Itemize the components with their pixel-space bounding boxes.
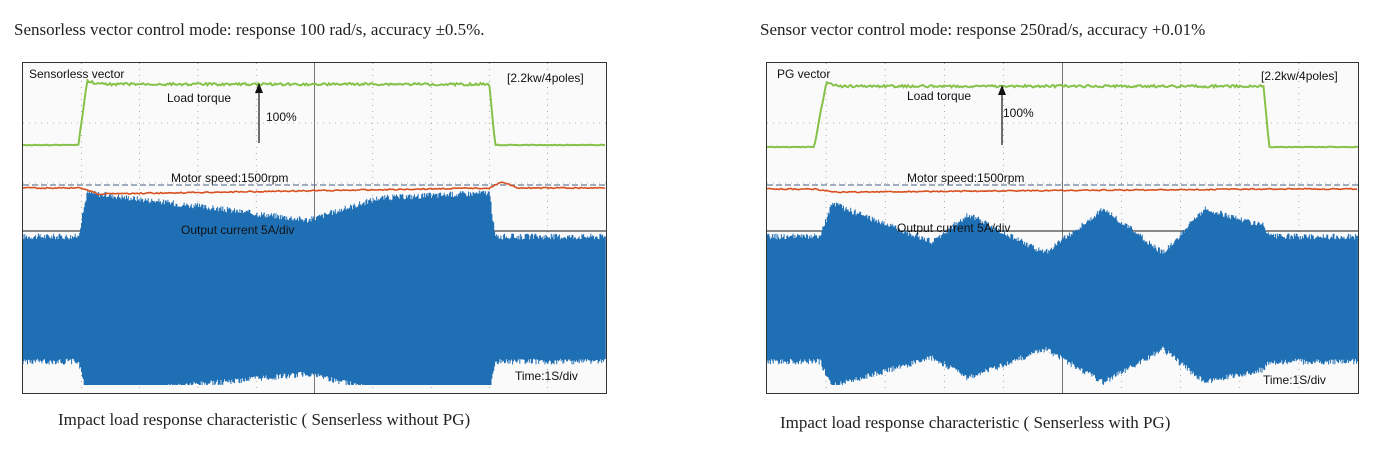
right-heading: Sensor vector control mode: response 250… bbox=[760, 20, 1206, 39]
torque-trace bbox=[23, 78, 606, 147]
left-heading: Sensorless vector control mode: response… bbox=[14, 20, 485, 39]
right-oscilloscope-plot bbox=[767, 63, 1358, 393]
torque-trace bbox=[767, 81, 1358, 149]
left-speed-label: Motor speed:1500rpm bbox=[171, 171, 289, 185]
right-rating-label: [2.2kw/4poles] bbox=[1261, 69, 1338, 83]
left-scope-label: Sensorless vector bbox=[29, 67, 125, 81]
left-time-label: Time:1S/div bbox=[515, 369, 578, 383]
left-current-label: Output current 5A/div bbox=[181, 223, 295, 237]
right-caption: Impact load response characteristic ( Se… bbox=[780, 413, 1171, 432]
current-trace bbox=[23, 190, 606, 385]
right-speed-label: Motor speed:1500rpm bbox=[907, 171, 1025, 185]
left-rating-label: [2.2kw/4poles] bbox=[507, 71, 584, 85]
current-trace bbox=[767, 202, 1358, 385]
right-torque-label: Load torque bbox=[907, 89, 972, 103]
current-envelope bbox=[767, 202, 1358, 385]
left-step-label: 100% bbox=[266, 110, 297, 124]
right-scope-label: PG vector bbox=[777, 67, 831, 81]
step-arrow-head bbox=[998, 85, 1006, 95]
right-current-label: Output current 5A/div bbox=[897, 221, 1011, 235]
left-oscilloscope: Sensorless vector [2.2kw/4poles] Load to… bbox=[22, 62, 607, 394]
speed-trace bbox=[23, 181, 606, 196]
speed-trace bbox=[767, 187, 1357, 194]
right-time-label: Time:1S/div bbox=[1263, 373, 1326, 387]
left-caption: Impact load response characteristic ( Se… bbox=[58, 410, 471, 429]
left-torque-label: Load torque bbox=[167, 91, 232, 105]
right-step-label: 100% bbox=[1003, 106, 1034, 120]
left-oscilloscope-plot bbox=[23, 63, 606, 393]
right-oscilloscope: PG vector [2.2kw/4poles] Load torque 100… bbox=[766, 62, 1359, 394]
step-arrow-head bbox=[255, 83, 263, 93]
current-envelope bbox=[23, 190, 606, 385]
